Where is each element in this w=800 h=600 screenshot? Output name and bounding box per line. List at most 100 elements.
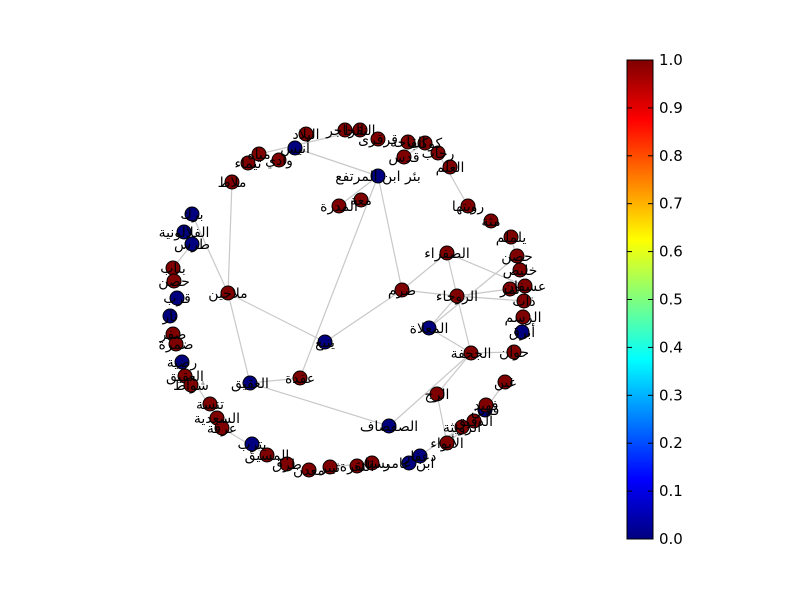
node-n45: [412, 448, 428, 464]
node-label: معدن: [293, 463, 325, 479]
node-n64: [430, 145, 446, 161]
colorbar-tick-label: 0.2: [659, 434, 683, 452]
edge-n1-n12: [377, 175, 403, 291]
node-n43: [364, 455, 380, 471]
node-n69: [240, 155, 256, 171]
node-label: ثبير: [319, 460, 340, 476]
node-n42: [349, 458, 365, 474]
colorbar-tick-label: 0.0: [659, 530, 683, 548]
node-label: قرب: [163, 291, 191, 307]
node-n5: [421, 320, 437, 336]
node-n26: [166, 273, 182, 289]
node-label: تمر: [499, 282, 520, 298]
edge-n4-n55: [456, 295, 525, 302]
edge-n12-n13: [338, 175, 379, 207]
node-n4: [449, 288, 465, 304]
node-n57: [502, 281, 518, 297]
node-n53: [514, 324, 530, 340]
node-n8: [429, 386, 445, 402]
node-n2: [317, 334, 333, 350]
node-n3: [439, 245, 455, 261]
node-n15: [337, 122, 353, 138]
node-label: ينبع: [315, 335, 335, 351]
edge-n9-n22: [191, 213, 229, 294]
colorbar: 0.0 0.1 0.2 0.3 0.4 0.5 0.6 0.7 0.8 0.9 1.0: [626, 51, 683, 548]
node-n48: [466, 413, 482, 429]
node-n60: [503, 229, 519, 245]
node-label: القاحة: [390, 135, 426, 151]
edge-n62-n64: [437, 152, 469, 207]
node-label: قرقرى: [358, 132, 398, 148]
node-label: ذات: [512, 294, 535, 310]
node-label: الأبواء: [430, 434, 463, 452]
node-n40: [301, 462, 317, 478]
node-n38: [259, 447, 275, 463]
node-n16: [352, 122, 368, 138]
node-n24: [184, 236, 200, 252]
node-label: رحاب: [422, 146, 455, 162]
node-label: خليص: [503, 263, 538, 279]
node-label: الجحفة: [451, 346, 492, 362]
node-label: عرفة: [207, 421, 237, 437]
node-n21: [224, 174, 240, 190]
node-n30: [168, 336, 184, 352]
edge-n1-n2: [324, 289, 403, 343]
node-label: مثة: [481, 214, 500, 230]
node-n14: [353, 192, 369, 208]
node-n41: [322, 459, 338, 475]
edge-n36-n38: [221, 427, 268, 456]
node-label: الحاجر: [325, 123, 364, 139]
node-label: شواط: [173, 378, 209, 394]
edge-n7-n8: [436, 352, 472, 395]
edge-n11-n12: [299, 175, 379, 379]
node-label: السعدية: [194, 411, 240, 427]
node-label: حصن: [501, 249, 532, 265]
edge-n12-n20: [294, 147, 379, 177]
edge-n8-n46: [436, 393, 448, 444]
node-n62: [460, 198, 476, 214]
node-n54: [515, 309, 531, 325]
edge-n10-n9: [227, 292, 251, 384]
node-n61: [483, 213, 499, 229]
node-label: الصفراء: [424, 246, 470, 262]
colorbar-ticks: 0.0 0.1 0.2 0.3 0.4 0.5 0.6 0.7 0.8 0.9 1.0: [627, 51, 683, 548]
node-label: الرج: [425, 387, 450, 403]
node-label: عسفان: [504, 279, 546, 295]
node-n34: [202, 396, 218, 412]
node-label: البلاد: [293, 127, 320, 143]
labels-layer: ضرم ينبع الصفراء الروحاء المعلاة الصفصاف الجحف…: [158, 123, 546, 479]
edge-n1-n4: [401, 289, 458, 297]
edge-n5-n59: [428, 255, 518, 329]
colorbar-tick-label: 0.5: [659, 291, 683, 309]
node-label: المعلاة: [410, 321, 449, 337]
node-n13: [331, 198, 347, 214]
node-n31: [174, 354, 190, 370]
node-n33: [183, 377, 199, 393]
node-label: العلم: [436, 160, 465, 176]
node-n18: [251, 146, 267, 162]
node-label: رويتها: [452, 199, 484, 215]
colorbar-tick-label: 0.9: [659, 99, 683, 117]
node-n39: [279, 456, 295, 472]
node-label: يترب: [237, 437, 266, 453]
node-label: طرس: [174, 237, 210, 253]
node-n23: [176, 224, 192, 240]
node-n11: [292, 370, 308, 386]
node-label: تيماء: [234, 156, 261, 172]
node-label: حوان: [499, 345, 529, 361]
node-n20: [287, 140, 303, 156]
node-n36: [214, 420, 230, 436]
node-label: رضية: [167, 355, 197, 371]
colorbar-tick-label: 0.7: [659, 195, 683, 213]
node-label: يلملم: [496, 230, 527, 246]
node-n56: [517, 278, 533, 294]
edge-n2-n9: [227, 292, 326, 343]
node-label: مياه: [247, 147, 270, 163]
node-n9: [220, 285, 236, 301]
node-n63: [442, 159, 458, 175]
node-n17: [370, 131, 386, 147]
node-label: بئر ابن المرتفع: [335, 169, 421, 185]
node-label: الروحاء: [436, 289, 478, 305]
node-label: غبن: [494, 375, 516, 391]
